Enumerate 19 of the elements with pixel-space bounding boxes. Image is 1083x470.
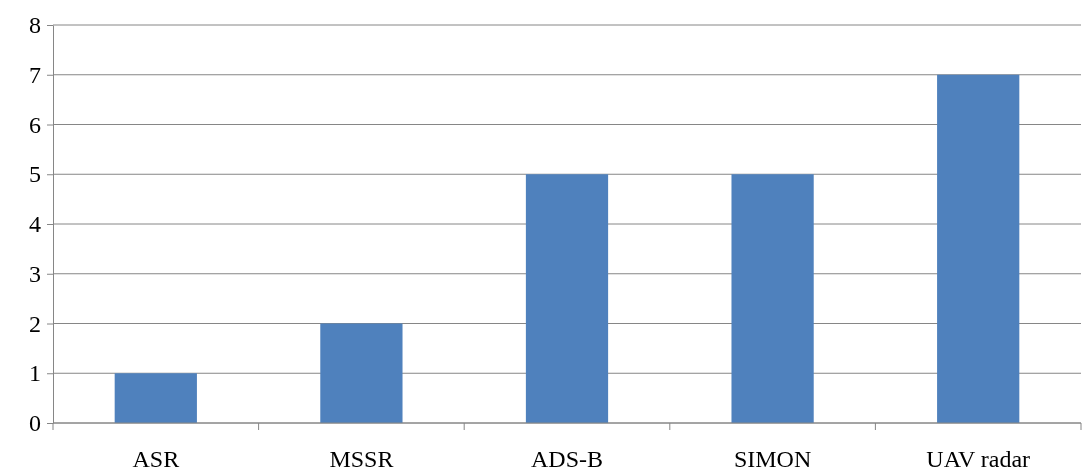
y-tick-label: 2 [29, 310, 41, 337]
bar [114, 373, 197, 423]
x-tick-label: ADS-B [530, 446, 604, 470]
y-tick-label: 8 [29, 12, 41, 39]
x-tick-label: ASR [132, 446, 180, 470]
x-tick-label: UAV radar [926, 446, 1031, 470]
y-tick-label: 4 [29, 211, 41, 238]
y-tick-label: 6 [29, 111, 41, 138]
bar [525, 174, 609, 423]
bar [937, 74, 1020, 423]
y-tick-label: 0 [29, 410, 41, 437]
bar [320, 323, 403, 423]
bar [731, 174, 814, 423]
y-tick-label: 3 [29, 260, 41, 287]
y-tick-label: 7 [29, 61, 41, 88]
x-tick-label: SIMON [733, 446, 812, 470]
y-tick-label: 1 [29, 360, 41, 387]
y-tick-label: 5 [29, 161, 41, 188]
x-tick-label: MSSR [329, 446, 394, 470]
